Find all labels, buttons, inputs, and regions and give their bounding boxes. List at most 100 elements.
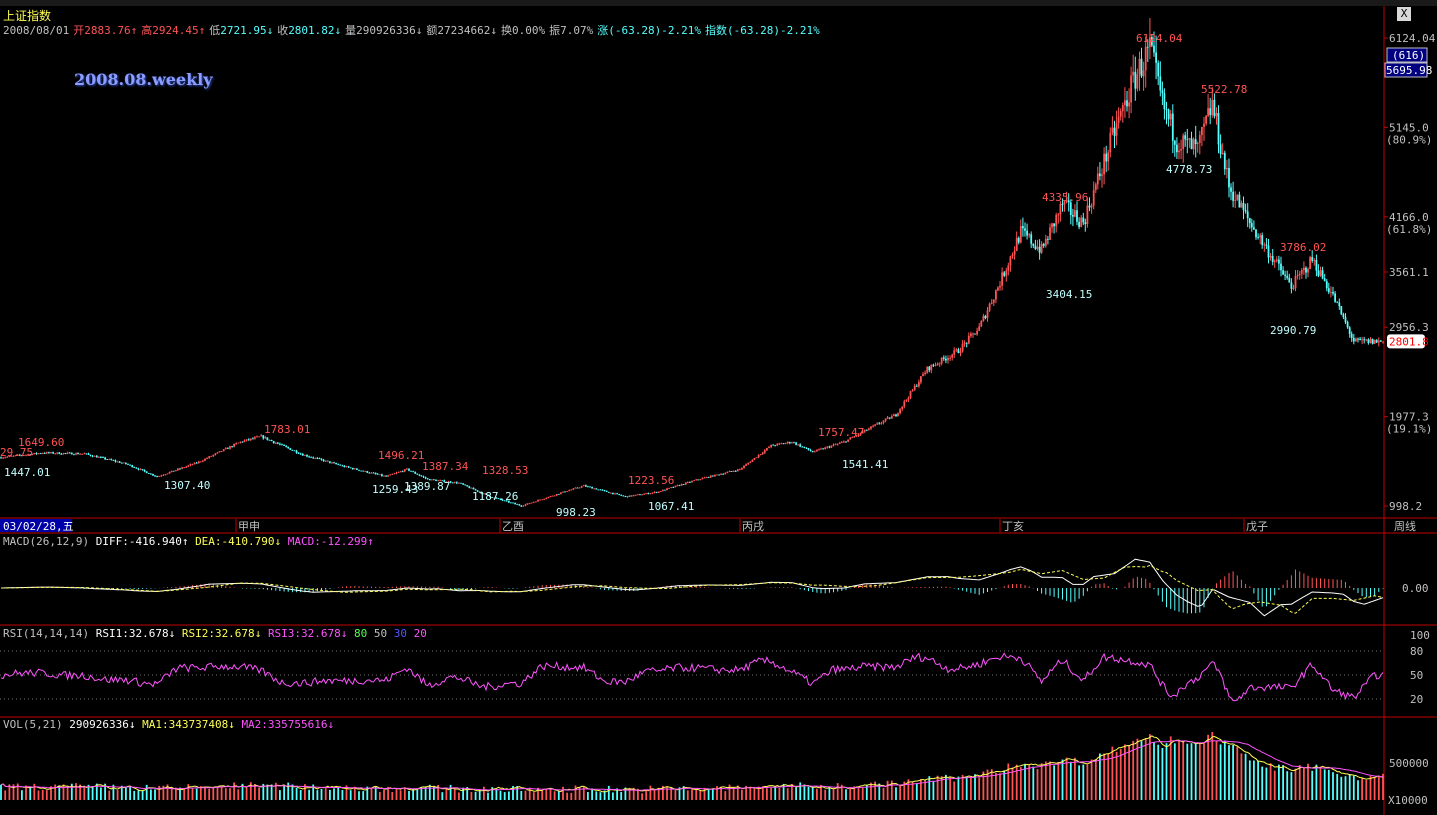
volume-bar (949, 776, 951, 800)
candle-body (366, 471, 369, 473)
volume-bar (878, 783, 881, 800)
price-annotation: 1541.41 (842, 458, 888, 471)
candle-body (1092, 190, 1095, 206)
candle-body (982, 316, 985, 321)
candle-body (557, 494, 560, 495)
volume-bar (828, 786, 831, 800)
candle-body (928, 366, 931, 371)
year-label: 丁亥 (1002, 519, 1024, 533)
volume-bar (799, 782, 802, 800)
candle-body (1065, 200, 1068, 202)
candle-body (41, 453, 44, 454)
candle-body (114, 460, 117, 462)
candle-body (91, 455, 94, 457)
rsi-axis-label: 50 (1410, 669, 1423, 682)
volume-bar (1003, 770, 1006, 800)
volume-bar (399, 790, 402, 800)
candle-body (1346, 322, 1349, 328)
candle-body (229, 446, 231, 449)
candle-body (857, 433, 860, 436)
candle-body (193, 462, 196, 465)
volume-bar (1082, 764, 1085, 800)
volume-bar (620, 792, 623, 800)
price-annotation: 1328.53 (482, 464, 528, 477)
volume-bar (387, 786, 389, 800)
volume-bar (1024, 763, 1026, 800)
candle-body (468, 486, 471, 488)
volume-bar (1369, 775, 1372, 800)
volume-bar (304, 784, 306, 800)
close-arrow: ↓ (334, 24, 342, 37)
close-icon[interactable]: X (1397, 7, 1411, 21)
candle-body (1015, 237, 1018, 251)
candle-body (100, 457, 102, 458)
candle-body (886, 417, 889, 419)
volume-bar (1207, 734, 1209, 800)
volume-bar (520, 791, 523, 800)
candle-body (632, 495, 635, 497)
candle-body (595, 488, 598, 490)
rsi-line (0, 652, 1384, 702)
volume-bar (233, 782, 235, 800)
volume-bar (1011, 767, 1014, 800)
volume-bar (728, 784, 731, 800)
candle-body (863, 429, 866, 432)
candle-body (566, 491, 568, 492)
candle-body (68, 452, 71, 454)
axis-tick-label: 5145.0 (1389, 121, 1429, 134)
candle-body (447, 481, 450, 483)
vol-ma2-arrow: ↓ (327, 718, 335, 731)
volume-bar (541, 791, 544, 800)
candle-body (337, 464, 340, 465)
volume-bar (945, 774, 947, 800)
volume-bar (470, 791, 473, 800)
candle-body (1194, 139, 1197, 144)
candle-body (1059, 203, 1062, 215)
candle-body (116, 461, 119, 463)
candle-body (474, 489, 477, 491)
candle-body (1121, 105, 1124, 112)
candle-body (532, 501, 535, 503)
candle-body (102, 457, 104, 458)
volume-bar (582, 786, 585, 800)
candle-body (81, 453, 84, 455)
volume-bar (670, 787, 673, 800)
count-box (1386, 47, 1428, 63)
volume-bar (886, 780, 889, 800)
current-price-box (1387, 334, 1425, 349)
candle-body (372, 472, 375, 474)
candle-body (843, 441, 845, 443)
candle-body (252, 438, 254, 440)
candle-body (418, 474, 421, 476)
candle-body (310, 456, 312, 458)
candle-body (1226, 168, 1228, 170)
candle-body (291, 450, 294, 451)
candle-body (840, 442, 843, 443)
volume-bar (899, 784, 901, 800)
volume-bar (686, 790, 689, 800)
candle-body (1026, 230, 1028, 236)
candle-body (855, 435, 858, 437)
volume-bar (549, 789, 552, 800)
candle-body (370, 472, 373, 474)
candle-body (691, 481, 693, 483)
candle-body (50, 452, 52, 453)
candle-body (624, 496, 627, 497)
candle-body (649, 493, 652, 495)
candle-body (1096, 173, 1099, 185)
candle-body (874, 424, 876, 426)
candle-body (197, 461, 200, 463)
candle-body (426, 478, 429, 480)
volume-bar (416, 788, 419, 800)
candle-body (934, 365, 937, 366)
candle-body (202, 460, 204, 462)
volume-bar (870, 782, 872, 800)
volume-bar (903, 781, 906, 800)
candle-body (283, 444, 285, 446)
candle-body (1171, 113, 1174, 141)
candle-body (445, 481, 448, 483)
volume-bar (936, 775, 939, 800)
volume-bar (662, 785, 664, 800)
volume-bar (745, 785, 747, 800)
candle-body (1153, 45, 1155, 53)
